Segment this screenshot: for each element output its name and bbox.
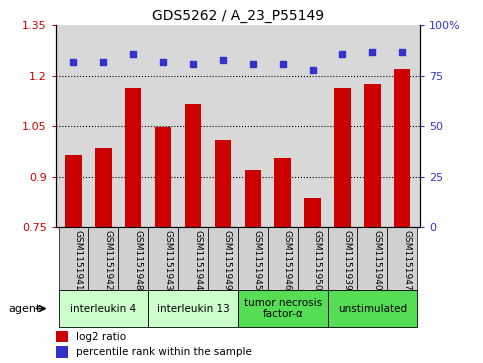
Bar (244, 170, 261, 227)
Text: unstimulated: unstimulated (338, 303, 407, 314)
Title: GDS5262 / A_23_P55149: GDS5262 / A_23_P55149 (152, 9, 324, 23)
Bar (118, 227, 148, 290)
Bar (268, 227, 298, 290)
Text: GSM1151943: GSM1151943 (163, 230, 172, 291)
FancyBboxPatch shape (58, 290, 148, 327)
Point (369, 49, 376, 54)
Text: agent: agent (9, 303, 41, 314)
Bar (185, 104, 201, 227)
Point (398, 49, 406, 54)
Bar (274, 158, 291, 227)
Text: GSM1151947: GSM1151947 (402, 230, 412, 291)
Text: percentile rank within the sample: percentile rank within the sample (76, 347, 252, 357)
FancyBboxPatch shape (327, 290, 417, 327)
Bar (364, 84, 381, 227)
Point (189, 61, 197, 66)
Bar (208, 227, 238, 290)
Text: interleukin 13: interleukin 13 (156, 303, 229, 314)
Text: GSM1151949: GSM1151949 (223, 230, 232, 291)
Bar (155, 127, 171, 227)
Bar (56, 346, 68, 358)
Point (219, 57, 227, 62)
Bar (148, 227, 178, 290)
Text: GSM1151942: GSM1151942 (103, 230, 113, 290)
Bar (56, 331, 68, 342)
Bar (334, 87, 351, 227)
Text: GSM1151948: GSM1151948 (133, 230, 142, 291)
Bar (215, 140, 231, 227)
Point (129, 51, 137, 57)
Bar (298, 227, 327, 290)
FancyBboxPatch shape (148, 290, 238, 327)
Point (339, 51, 346, 57)
Text: GSM1151939: GSM1151939 (342, 230, 352, 291)
Text: tumor necrosis
factor-α: tumor necrosis factor-α (243, 298, 322, 319)
Text: GSM1151946: GSM1151946 (283, 230, 292, 291)
Bar (357, 227, 387, 290)
Bar (304, 198, 321, 227)
Text: GSM1151944: GSM1151944 (193, 230, 202, 290)
Text: interleukin 4: interleukin 4 (71, 303, 136, 314)
Point (279, 61, 286, 66)
Point (249, 61, 256, 66)
Bar (65, 155, 82, 227)
FancyBboxPatch shape (238, 290, 327, 327)
Bar (238, 227, 268, 290)
Text: log2 ratio: log2 ratio (76, 331, 126, 342)
Point (159, 59, 167, 65)
Bar (88, 227, 118, 290)
Point (70, 59, 77, 65)
Bar (327, 227, 357, 290)
Bar (178, 227, 208, 290)
Bar (394, 69, 411, 227)
Bar (58, 227, 88, 290)
Bar (125, 87, 142, 227)
Bar (387, 227, 417, 290)
Bar (95, 148, 112, 227)
Text: GSM1151940: GSM1151940 (372, 230, 382, 291)
Text: GSM1151941: GSM1151941 (73, 230, 83, 291)
Text: GSM1151950: GSM1151950 (313, 230, 322, 291)
Text: GSM1151945: GSM1151945 (253, 230, 262, 291)
Point (99, 59, 107, 65)
Point (309, 67, 316, 73)
